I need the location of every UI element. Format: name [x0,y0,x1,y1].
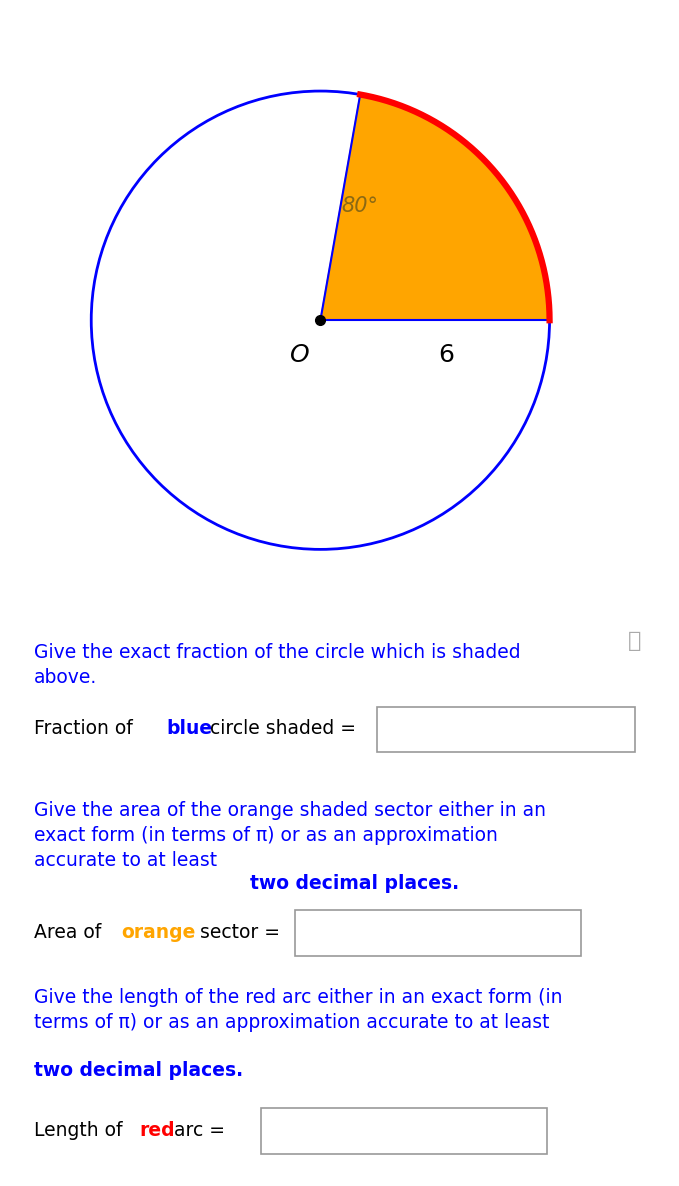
Text: 80°: 80° [342,196,378,216]
Text: sector =: sector = [194,923,280,942]
Text: O: O [289,343,309,368]
Text: Fraction of: Fraction of [34,720,139,739]
FancyBboxPatch shape [295,910,581,956]
Text: circle shaded =: circle shaded = [204,720,356,739]
Text: 6: 6 [439,343,454,368]
Text: red: red [139,1121,175,1140]
Text: Length of: Length of [34,1121,128,1140]
Text: two decimal places.: two decimal places. [250,874,459,893]
Text: blue: blue [166,720,213,739]
FancyBboxPatch shape [261,1108,547,1154]
FancyBboxPatch shape [377,707,635,752]
Text: Give the exact fraction of the circle which is shaded
above.: Give the exact fraction of the circle wh… [34,643,521,687]
Text: arc =: arc = [168,1121,225,1140]
Text: Give the area of the orange shaded sector either in an
exact form (in terms of π: Give the area of the orange shaded secto… [34,802,546,871]
Polygon shape [320,95,549,320]
Text: two decimal places.: two decimal places. [34,1061,243,1080]
Text: Area of: Area of [34,923,107,942]
Text: ⌕: ⌕ [628,631,642,651]
Text: orange: orange [121,923,196,942]
Text: Give the length of the red arc either in an exact form (in
terms of π) or as an : Give the length of the red arc either in… [34,988,562,1057]
